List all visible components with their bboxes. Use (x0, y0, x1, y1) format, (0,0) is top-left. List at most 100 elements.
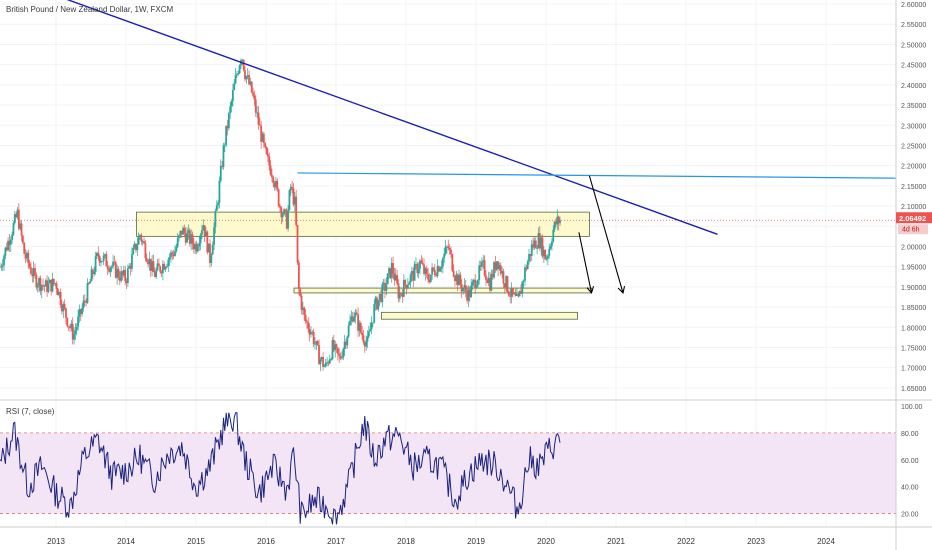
candle-body (487, 277, 490, 283)
candle-body (409, 274, 412, 283)
candle-body (287, 209, 289, 229)
candle-body (106, 266, 109, 269)
rsi-tick-label: 20.00 (901, 512, 919, 519)
candle-body (371, 322, 374, 324)
time-tick-label: 2020 (537, 537, 555, 546)
candle-body (307, 322, 310, 330)
candle-body (5, 247, 8, 251)
price-tick-label: 2.10000 (901, 204, 926, 211)
candle-body (541, 237, 544, 257)
candle-body (153, 272, 156, 277)
candle-body (447, 246, 450, 249)
candle-body (389, 268, 392, 278)
candle-body (227, 113, 230, 129)
candle-body (46, 280, 49, 292)
candle-body (436, 266, 439, 276)
candle-body (425, 268, 428, 274)
candle-body (390, 263, 393, 278)
time-tick-label: 2015 (187, 537, 205, 546)
candle-body (149, 258, 152, 271)
candle-body (48, 279, 51, 284)
candle-body (534, 240, 537, 249)
candle-body (376, 297, 378, 310)
candle-body (498, 265, 501, 270)
candle-body (432, 267, 435, 270)
candle-body (122, 270, 125, 276)
candle-body (300, 295, 303, 310)
candle-body (253, 95, 256, 100)
candle-body (380, 294, 382, 302)
candle-body (460, 284, 463, 292)
price-tick-label: 2.15000 (901, 184, 926, 191)
candle-body (174, 251, 176, 257)
candle-body (342, 348, 345, 358)
rsi-tick-label: 60.00 (901, 458, 919, 465)
candle-body (455, 274, 458, 282)
candle-body (179, 230, 182, 236)
candle-body (362, 335, 365, 343)
candle-body (225, 125, 228, 145)
candle-body (131, 254, 133, 269)
arrow-head (586, 286, 595, 295)
price-tick-label: 1.75000 (901, 345, 926, 352)
candle-body (384, 282, 386, 291)
candle-body (161, 263, 164, 274)
candle-body (446, 246, 448, 248)
candle-body (493, 262, 495, 278)
price-tick-label: 2.60000 (901, 2, 926, 9)
candle-body (511, 287, 514, 294)
candle-body (260, 125, 263, 142)
time-tick-label: 2014 (117, 537, 135, 546)
candle-body (7, 240, 9, 251)
candle-body (63, 303, 66, 309)
price-tick-label: 2.55000 (901, 22, 926, 29)
candle-body (230, 100, 233, 107)
candle-body (505, 276, 508, 288)
candle-body (132, 247, 135, 255)
candle-body (495, 261, 498, 270)
candle-body (241, 59, 244, 61)
candle-body (83, 300, 86, 302)
candle-body (39, 278, 42, 291)
rsi-tick-label: 100.00 (901, 404, 923, 411)
candle-body (533, 240, 536, 248)
candle-body (120, 271, 123, 281)
candle-body (295, 196, 298, 225)
candle-body (440, 266, 443, 269)
time-tick-label: 2019 (467, 537, 485, 546)
candle-body (503, 283, 506, 288)
candle-body (97, 252, 100, 257)
candle-body (538, 233, 541, 249)
candle-body (9, 239, 12, 245)
candle-body (463, 285, 466, 289)
candle-body (501, 271, 504, 274)
candle-body (21, 235, 24, 243)
candle-body (478, 265, 481, 281)
candle-body (157, 263, 160, 267)
candle-body (326, 362, 329, 364)
candle-body (175, 246, 178, 252)
candle-body (87, 282, 90, 284)
candle-body (513, 293, 516, 295)
candle-body (215, 205, 218, 211)
candle-body (400, 292, 403, 294)
candle-body (451, 254, 454, 271)
price-tick-label: 2.45000 (901, 63, 926, 70)
candle-body (437, 266, 440, 272)
candle-body (35, 274, 38, 288)
candle-body (124, 270, 127, 281)
candle-body (332, 340, 335, 351)
candle-body (281, 214, 284, 218)
candle-body (93, 271, 96, 275)
candle-body (110, 266, 113, 268)
candle-body (411, 270, 413, 275)
candle-body (530, 244, 533, 256)
candle-body (339, 356, 342, 359)
candle-body (152, 261, 155, 273)
candle-body (293, 196, 296, 205)
candle-body (141, 240, 144, 242)
candle-body (238, 65, 241, 74)
candle-body (125, 280, 128, 284)
